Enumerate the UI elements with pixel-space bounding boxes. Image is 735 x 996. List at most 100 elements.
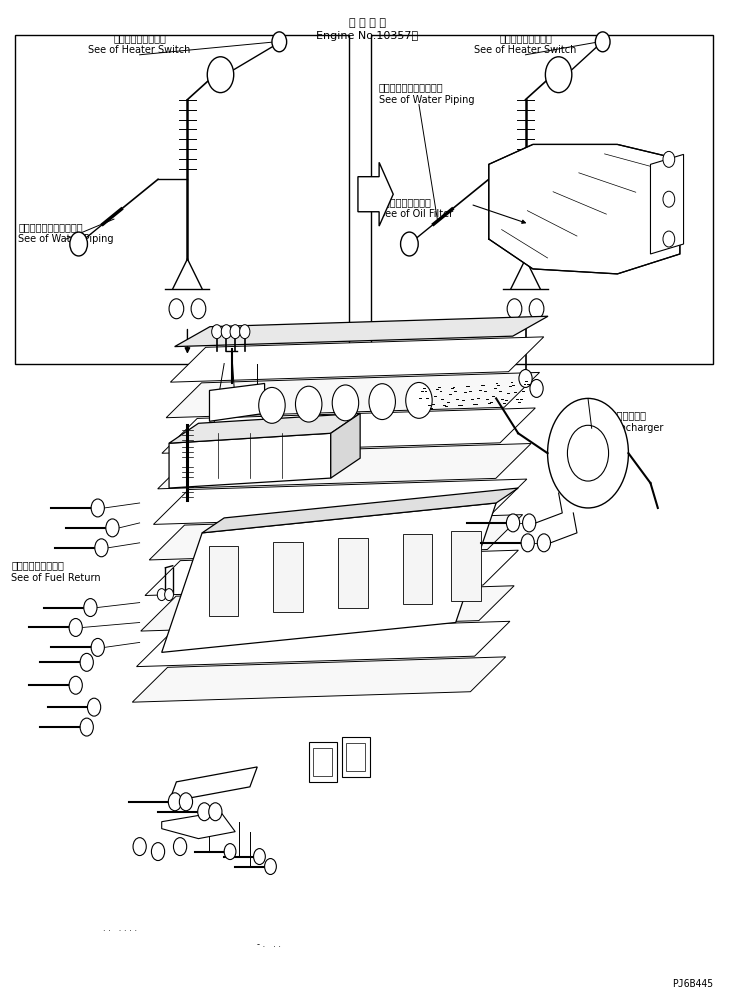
Circle shape: [106, 519, 119, 537]
Polygon shape: [149, 515, 523, 560]
Polygon shape: [162, 408, 535, 453]
Text: ヒータスイッチ参照: ヒータスイッチ参照: [113, 33, 166, 43]
Polygon shape: [403, 534, 432, 604]
Circle shape: [506, 514, 520, 532]
Circle shape: [221, 325, 232, 339]
Polygon shape: [202, 488, 518, 533]
Circle shape: [91, 499, 104, 517]
Circle shape: [523, 514, 536, 532]
Circle shape: [87, 698, 101, 716]
Circle shape: [548, 398, 628, 508]
Polygon shape: [171, 337, 544, 382]
Circle shape: [168, 793, 182, 811]
Circle shape: [332, 385, 359, 421]
Circle shape: [254, 849, 265, 865]
Polygon shape: [451, 531, 481, 601]
Circle shape: [69, 619, 82, 636]
Circle shape: [230, 325, 240, 339]
Text: See of Oil Filter: See of Oil Filter: [379, 209, 453, 219]
Circle shape: [406, 382, 432, 418]
Circle shape: [84, 599, 97, 617]
Text: See of Heater Switch: See of Heater Switch: [474, 45, 577, 55]
Polygon shape: [166, 373, 539, 417]
Circle shape: [663, 151, 675, 167]
Polygon shape: [273, 542, 303, 612]
Circle shape: [529, 299, 544, 319]
Text: - .   . .: - . . .: [257, 939, 282, 949]
Polygon shape: [145, 550, 518, 596]
Circle shape: [265, 859, 276, 874]
Circle shape: [95, 539, 108, 557]
Bar: [371, 35, 713, 364]
Circle shape: [91, 638, 104, 656]
Text: 適 用 号 機: 適 用 号 機: [349, 18, 386, 28]
Bar: [313, 748, 332, 776]
Bar: [15, 35, 349, 364]
Text: See of Heater Switch: See of Heater Switch: [88, 45, 191, 55]
Text: ウォータパイピング参照: ウォータパイピング参照: [18, 222, 83, 232]
Circle shape: [567, 425, 609, 481]
Polygon shape: [175, 317, 548, 347]
Polygon shape: [338, 538, 368, 608]
Circle shape: [272, 32, 287, 52]
Circle shape: [240, 325, 250, 339]
Circle shape: [401, 232, 418, 256]
Text: See of Fuel Return: See of Fuel Return: [11, 573, 101, 583]
Text: ターボチャージャ: ターボチャージャ: [599, 410, 646, 420]
Circle shape: [224, 844, 236, 860]
Circle shape: [165, 589, 173, 601]
Polygon shape: [132, 657, 506, 702]
Circle shape: [207, 57, 234, 93]
Circle shape: [519, 370, 532, 387]
Circle shape: [537, 534, 551, 552]
Polygon shape: [169, 767, 257, 802]
Text: Engine No.10357～: Engine No.10357～: [317, 31, 418, 41]
Polygon shape: [489, 144, 680, 274]
Circle shape: [169, 299, 184, 319]
Circle shape: [212, 325, 222, 339]
Circle shape: [151, 843, 165, 861]
Text: . .   . . . .: . . . . . .: [103, 923, 137, 933]
Polygon shape: [162, 503, 496, 652]
Text: フェルリターン参照: フェルリターン参照: [11, 560, 64, 570]
Circle shape: [80, 653, 93, 671]
Circle shape: [545, 57, 572, 93]
Circle shape: [70, 232, 87, 256]
Circle shape: [663, 231, 675, 247]
Circle shape: [198, 803, 211, 821]
Circle shape: [80, 718, 93, 736]
Polygon shape: [331, 413, 360, 478]
Circle shape: [179, 793, 193, 811]
Circle shape: [259, 387, 285, 423]
Circle shape: [595, 32, 610, 52]
Polygon shape: [209, 546, 238, 616]
Polygon shape: [169, 433, 331, 488]
Polygon shape: [209, 383, 265, 421]
Bar: [346, 743, 365, 771]
Bar: [309, 742, 337, 782]
Bar: [342, 737, 370, 777]
Text: オイルフィルタ参照: オイルフィルタ参照: [379, 197, 431, 207]
Polygon shape: [154, 479, 527, 524]
Circle shape: [530, 379, 543, 397]
Polygon shape: [169, 413, 360, 443]
Circle shape: [521, 534, 534, 552]
Circle shape: [191, 299, 206, 319]
Circle shape: [69, 676, 82, 694]
Polygon shape: [358, 162, 393, 226]
Text: a: a: [196, 454, 204, 468]
Circle shape: [173, 838, 187, 856]
Text: ウォータパイピング参照: ウォータパイピング参照: [379, 83, 443, 93]
Circle shape: [209, 803, 222, 821]
Circle shape: [369, 383, 395, 419]
Text: See of Water Piping: See of Water Piping: [18, 234, 114, 244]
Text: Turbocharger: Turbocharger: [599, 423, 664, 433]
Circle shape: [507, 299, 522, 319]
Polygon shape: [162, 812, 235, 839]
Polygon shape: [158, 443, 531, 489]
Circle shape: [663, 191, 675, 207]
Circle shape: [295, 386, 322, 422]
Polygon shape: [141, 586, 514, 631]
Text: ヒータスイッチ参照: ヒータスイッチ参照: [499, 33, 552, 43]
Text: See of Water Piping: See of Water Piping: [379, 95, 474, 105]
